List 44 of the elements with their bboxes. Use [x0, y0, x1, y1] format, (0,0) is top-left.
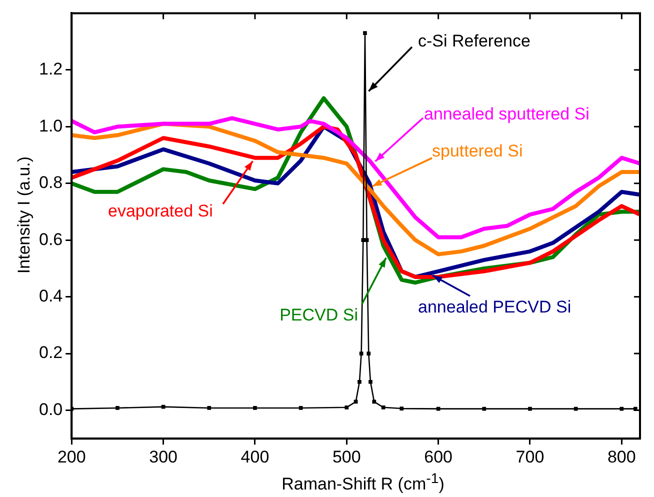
point [253, 406, 257, 410]
point [620, 406, 624, 411]
point [381, 405, 386, 410]
point [354, 400, 358, 404]
point [116, 406, 120, 410]
y-tick-label: 0.2 [38, 343, 63, 362]
x-tick-label: 200 [57, 447, 86, 466]
x-tick-label: 500 [332, 447, 361, 466]
x-tick-label: 300 [149, 447, 178, 466]
point [436, 406, 440, 411]
legend-label: annealed PECVD Si [418, 298, 572, 317]
text: PECVD Si [280, 306, 358, 325]
point [574, 406, 578, 411]
y-tick-label: 1.0 [38, 116, 63, 136]
point [358, 380, 362, 384]
x-tick-label: 800 [607, 447, 636, 466]
point [366, 352, 371, 356]
x-tick-label: 700 [516, 447, 544, 466]
point [207, 406, 212, 410]
y-tick-label: 0.0 [38, 400, 63, 419]
point [298, 406, 303, 410]
point [361, 238, 366, 242]
point [482, 406, 486, 411]
point [364, 238, 369, 242]
point [368, 380, 372, 384]
y-axis-title: Intensity I (a.u.) [14, 156, 34, 274]
text: evaporated Si [108, 202, 213, 221]
point [400, 406, 404, 410]
point [363, 31, 367, 35]
point [161, 404, 166, 409]
text: sputtered Si [432, 142, 523, 161]
point [344, 405, 349, 410]
x-tick-label: 400 [240, 447, 270, 466]
x-tick-label: 600 [424, 447, 453, 466]
y-tick-label: 0.8 [38, 173, 63, 192]
text: annealed sputtered Si [424, 104, 590, 124]
point [372, 400, 376, 404]
y-tick-label: 0.4 [38, 286, 63, 306]
point [359, 352, 364, 356]
point [528, 406, 532, 411]
y-tick-label: 0.6 [38, 230, 63, 249]
y-tick-label: 1.2 [38, 60, 63, 79]
legend-label: c-Si Reference [418, 32, 530, 51]
x-axis-title: Raman-Shift R (cm$^{-1}$) [280, 471, 446, 495]
